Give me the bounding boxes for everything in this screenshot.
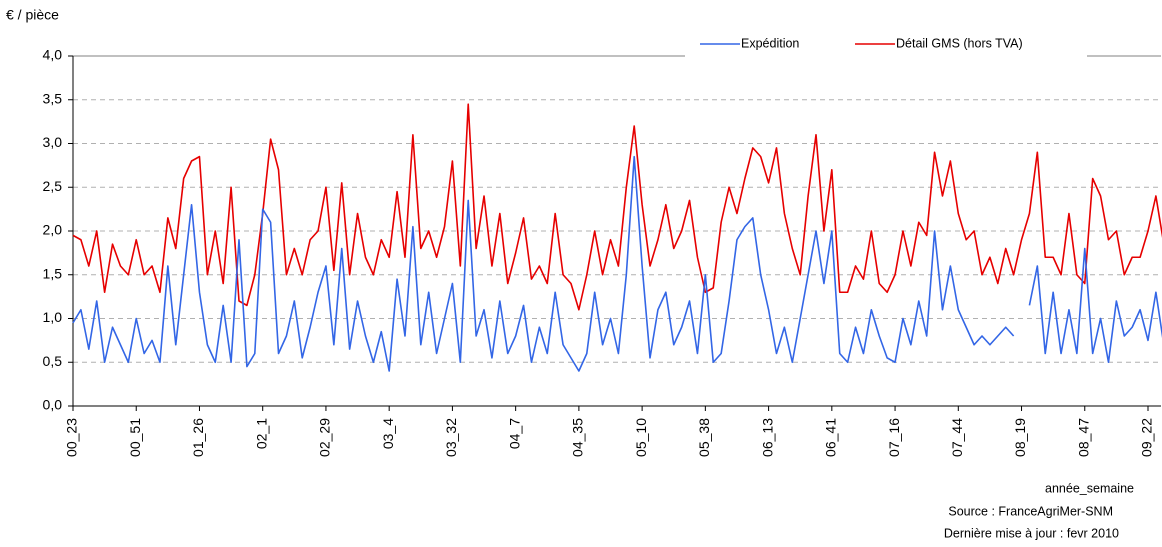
x-tick-label: 02_1 — [253, 418, 269, 449]
y-tick-label: 3,0 — [43, 134, 63, 150]
legend-label: Détail GMS (hors TVA) — [896, 36, 1023, 50]
x-tick-label: 02_29 — [317, 418, 333, 457]
legend-label: Expédition — [741, 36, 799, 50]
x-tick-label: 08_47 — [1075, 418, 1091, 457]
y-tick-label: 0,0 — [43, 397, 63, 413]
x-tick-label: 05_10 — [633, 418, 649, 457]
x-tick-label: 08_19 — [1012, 418, 1028, 457]
source-note: Source : FranceAgriMer-SNM — [948, 504, 1113, 518]
x-tick-label: 01_26 — [190, 418, 206, 457]
x-tick-label: 06_41 — [823, 418, 839, 457]
x-tick-label: 06_13 — [759, 418, 775, 457]
x-tick-label: 00_51 — [127, 418, 143, 457]
y-axis-label: € / pièce — [6, 7, 59, 23]
y-tick-label: 0,5 — [43, 353, 63, 369]
x-tick-label: 04_7 — [506, 418, 522, 449]
x-tick-label: 07_16 — [886, 418, 902, 457]
y-tick-label: 3,5 — [43, 90, 63, 106]
x-tick-label: 03_4 — [380, 418, 396, 449]
legend-box — [685, 30, 1087, 66]
y-tick-label: 2,5 — [43, 178, 63, 194]
y-tick-label: 1,5 — [43, 265, 63, 281]
series-line — [72, 155, 1162, 372]
x-tick-label: 05_38 — [696, 418, 712, 457]
x-axis-label: année_semaine — [1045, 481, 1134, 495]
x-tick-label: 04_35 — [570, 418, 586, 457]
x-tick-label: 03_32 — [443, 418, 459, 457]
y-tick-label: 2,0 — [43, 222, 63, 238]
y-tick-label: 1,0 — [43, 309, 63, 325]
y-tick-label: 4,0 — [43, 47, 63, 63]
x-tick-label: 07_44 — [949, 418, 965, 457]
x-tick-label: 09_22 — [1139, 418, 1155, 457]
x-tick-label: 00_23 — [64, 418, 80, 457]
series-line — [72, 103, 1162, 311]
update-note: Dernière mise à jour : fevr 2010 — [944, 526, 1119, 540]
